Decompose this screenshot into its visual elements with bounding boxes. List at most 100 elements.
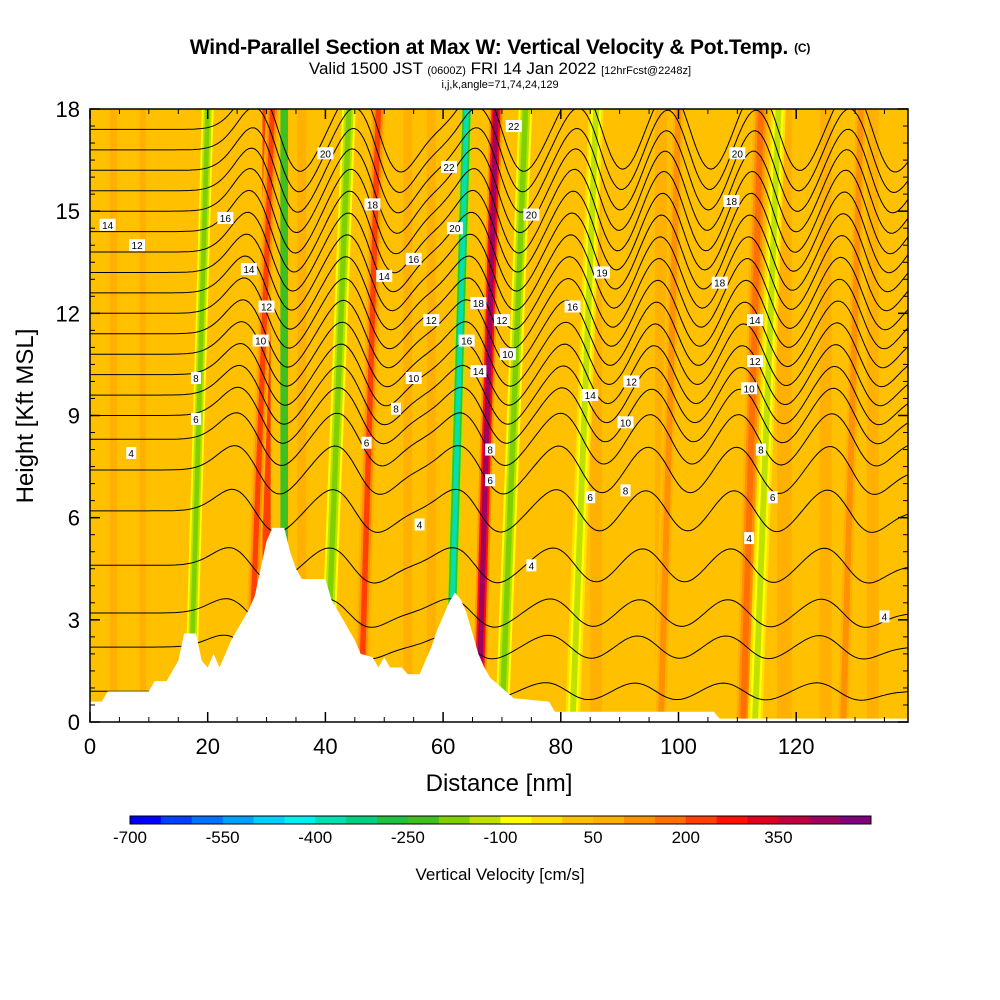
x-tick-label: 60 <box>431 734 455 759</box>
colorbar-swatch-5 <box>284 816 316 824</box>
colorbar-swatch-1 <box>160 816 193 824</box>
contour-label-27: 22 <box>505 120 522 133</box>
theta-contour-1 <box>90 634 908 660</box>
contour-label-bg <box>190 372 201 385</box>
contour-label-text: 16 <box>408 255 420 266</box>
forecast-info: [12hrFcst@2248z] <box>601 65 692 77</box>
contour-label-text: 20 <box>320 149 332 160</box>
contour-label-text: 6 <box>587 493 593 504</box>
y-tick-label: 18 <box>56 97 80 122</box>
contour-label-bg <box>376 269 393 282</box>
w-wave-6-2 <box>499 109 529 722</box>
colorbar-swatch-17 <box>654 816 687 824</box>
chart-title: Wind-Parallel Section at Max W: Vertical… <box>0 36 1000 60</box>
colorbar-title: Vertical Velocity [cm/s] <box>415 865 584 884</box>
contour-label-24: 10 <box>499 348 516 361</box>
colorbar-swatch-18 <box>685 816 718 824</box>
contour-label-32: 14 <box>582 389 599 402</box>
contour-label-text: 8 <box>487 446 493 457</box>
contour-label-18: 22 <box>440 160 457 174</box>
colorbar-tick-label: 50 <box>584 828 603 847</box>
contour-label-bg <box>446 222 463 235</box>
w-wave-8-2 <box>657 109 682 722</box>
contour-label-text: 14 <box>379 272 391 283</box>
chart-title-text: Wind-Parallel Section at Max W: Vertical… <box>189 36 789 59</box>
x-tick-label: 40 <box>313 734 337 759</box>
y-axis: 0 3 6 9 12 15 18 <box>56 97 908 735</box>
colorbar-tick-label: -100 <box>483 828 517 847</box>
y-tick-label: 6 <box>68 506 80 531</box>
w-band-6 <box>426 109 436 722</box>
w-band-3 <box>280 109 289 722</box>
w-wave-11-2 <box>840 109 864 722</box>
contour-label-text: 14 <box>243 265 255 276</box>
w-band-5 <box>403 109 413 722</box>
contour-label-text: 4 <box>882 612 888 623</box>
contour-label-bg <box>470 365 487 378</box>
colorbar-swatch-12 <box>500 816 532 824</box>
contour-label-43: 8 <box>755 443 766 457</box>
w-wave-4-2 <box>446 109 469 722</box>
contour-label-bg <box>317 147 334 160</box>
colorbar-swatch-3 <box>222 816 254 824</box>
contour-label-text: 12 <box>132 241 144 252</box>
contour-label-11: 14 <box>376 269 393 283</box>
contour-label-40: 14 <box>746 314 763 327</box>
terrain-fill <box>90 527 908 722</box>
contour-label-12: 16 <box>405 252 422 266</box>
w-band-9 <box>777 109 792 722</box>
contour-label-bg <box>505 120 522 133</box>
colorbar-swatch-6 <box>315 816 347 824</box>
contour-label-text: 12 <box>626 377 638 388</box>
theta-contour-17 <box>90 168 908 255</box>
colorbar-swatch-0 <box>130 816 162 824</box>
contour-label-2: 8 <box>190 372 201 385</box>
chart-valid-line: Valid 1500 JST (0600Z) FRI 14 Jan 2022 [… <box>0 60 1000 80</box>
contour-label-text: 8 <box>758 446 764 457</box>
colorbar-tick-label: -400 <box>298 828 332 847</box>
contour-label-text: 20 <box>449 224 461 235</box>
y-tick-label: 15 <box>56 199 80 224</box>
contour-label-bg <box>729 147 746 160</box>
colorbar-swatch-20 <box>747 816 779 824</box>
contour-label-25: 8 <box>485 443 496 457</box>
colorbar-tick-label: -700 <box>113 828 147 847</box>
contour-label-34: 10 <box>617 416 634 429</box>
contour-label-8: 14 <box>99 218 116 232</box>
colorbar-swatch-23 <box>840 816 872 824</box>
contour-label-10: 18 <box>364 198 381 211</box>
contour-label-3: 10 <box>252 334 269 348</box>
contour-label-bg <box>879 610 890 623</box>
contour-label-13: 12 <box>423 314 440 327</box>
contour-label-bg <box>470 297 487 310</box>
x-axis-title: Distance [nm] <box>426 770 573 797</box>
contour-label-text: 8 <box>193 374 199 385</box>
copyright-mark: (C) <box>794 41 811 55</box>
contour-label-bg <box>423 314 440 327</box>
theta-contour-15 <box>90 211 908 293</box>
colorbar-swatch-2 <box>191 816 224 824</box>
contour-label-text: 14 <box>749 316 761 327</box>
contour-label-bg <box>744 532 755 545</box>
w-wave-2-2 <box>322 109 352 722</box>
x-tick-label: 80 <box>549 734 573 759</box>
contour-label-bg <box>526 559 537 572</box>
theta-contour-10 <box>90 321 908 388</box>
contour-label-14: 10 <box>405 372 422 385</box>
contour-label-bg <box>364 198 381 211</box>
contour-label-bg <box>623 375 640 388</box>
colorbar-swatch-8 <box>377 816 409 824</box>
contour-label-text: 16 <box>567 303 579 314</box>
contour-label-bg <box>723 194 740 207</box>
contour-label-17: 4 <box>414 518 425 531</box>
colorbar-swatch-10 <box>438 816 471 824</box>
contour-label-bg <box>252 334 269 347</box>
contour-label-bg <box>405 252 422 265</box>
colorbar-swatch-16 <box>624 816 656 824</box>
contour-label-bg <box>391 402 402 415</box>
w-wave-5-2 <box>475 109 499 722</box>
contour-label-text: 18 <box>726 197 738 208</box>
contour-label-bg <box>258 300 275 313</box>
theta-contour-11 <box>90 299 908 369</box>
contour-label-text: 14 <box>102 221 114 232</box>
